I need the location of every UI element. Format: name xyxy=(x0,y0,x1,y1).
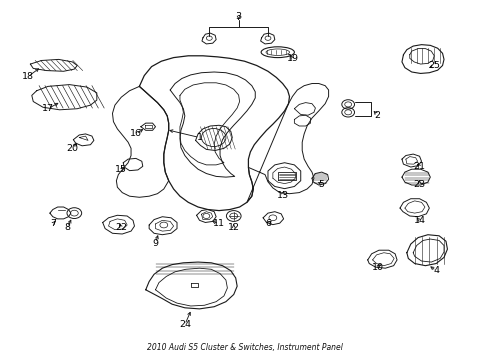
Polygon shape xyxy=(367,250,396,268)
Text: 2: 2 xyxy=(374,111,380,120)
Polygon shape xyxy=(30,59,77,71)
Polygon shape xyxy=(155,220,173,231)
Polygon shape xyxy=(170,72,255,177)
Polygon shape xyxy=(112,86,168,197)
Polygon shape xyxy=(202,33,216,44)
Polygon shape xyxy=(196,210,216,222)
Text: 5: 5 xyxy=(318,180,324,189)
Text: 21: 21 xyxy=(413,162,425,171)
Text: 1: 1 xyxy=(196,133,202,142)
Text: 13: 13 xyxy=(276,191,288,199)
Polygon shape xyxy=(149,217,177,235)
Text: 16: 16 xyxy=(130,129,142,138)
Text: 6: 6 xyxy=(264,219,270,228)
Text: 2010 Audi S5 Cluster & Switches, Instrument Panel: 2010 Audi S5 Cluster & Switches, Instrum… xyxy=(146,343,342,352)
Text: 12: 12 xyxy=(227,223,239,232)
Polygon shape xyxy=(405,157,417,164)
Polygon shape xyxy=(404,201,424,213)
Text: 17: 17 xyxy=(42,104,54,113)
Text: 18: 18 xyxy=(22,72,34,81)
Text: 9: 9 xyxy=(152,238,158,248)
Polygon shape xyxy=(294,103,315,115)
Polygon shape xyxy=(294,115,310,126)
Text: 23: 23 xyxy=(413,180,425,189)
Text: 10: 10 xyxy=(371,263,383,271)
Polygon shape xyxy=(412,239,443,262)
Text: 11: 11 xyxy=(213,219,224,228)
Polygon shape xyxy=(401,154,421,167)
Polygon shape xyxy=(32,85,97,110)
Polygon shape xyxy=(401,45,443,73)
Polygon shape xyxy=(145,262,237,309)
Polygon shape xyxy=(372,253,393,266)
Text: 14: 14 xyxy=(413,216,425,225)
Polygon shape xyxy=(50,207,71,219)
Polygon shape xyxy=(267,163,300,189)
Polygon shape xyxy=(246,84,328,202)
Polygon shape xyxy=(263,212,283,225)
Polygon shape xyxy=(123,158,142,171)
Polygon shape xyxy=(401,169,429,185)
Polygon shape xyxy=(260,33,274,44)
Polygon shape xyxy=(141,123,155,130)
Text: 22: 22 xyxy=(115,223,127,232)
Text: 19: 19 xyxy=(286,54,298,63)
Text: 15: 15 xyxy=(115,165,127,174)
Polygon shape xyxy=(73,134,94,146)
Polygon shape xyxy=(399,199,428,217)
Polygon shape xyxy=(139,56,289,211)
Polygon shape xyxy=(102,215,134,234)
Polygon shape xyxy=(155,268,227,306)
Text: 7: 7 xyxy=(50,219,56,228)
Text: 4: 4 xyxy=(432,266,438,275)
Polygon shape xyxy=(272,167,295,184)
Text: 20: 20 xyxy=(66,144,78,153)
Text: 8: 8 xyxy=(64,223,70,232)
Polygon shape xyxy=(409,49,433,64)
Polygon shape xyxy=(108,219,127,230)
Polygon shape xyxy=(180,83,239,165)
Text: 25: 25 xyxy=(427,61,439,70)
Text: 24: 24 xyxy=(179,320,190,329)
Polygon shape xyxy=(406,235,447,266)
Polygon shape xyxy=(195,125,232,150)
Text: 3: 3 xyxy=(235,12,241,21)
Polygon shape xyxy=(201,212,212,220)
Polygon shape xyxy=(277,172,295,180)
Polygon shape xyxy=(311,172,328,185)
